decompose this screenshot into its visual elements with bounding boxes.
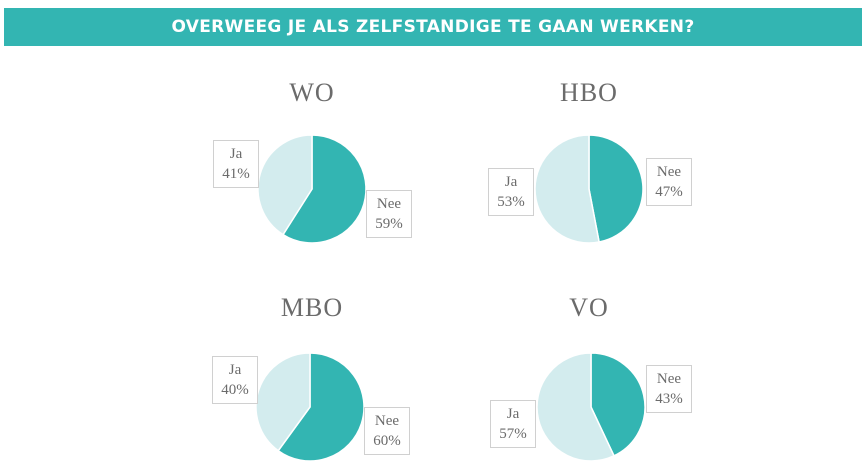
nee-slice [588, 134, 644, 243]
pie [536, 352, 646, 462]
ja-slice [534, 134, 600, 244]
ja-slice [257, 134, 313, 236]
page-title: OVERWEEG JE ALS ZELFSTANDIGE TE GAAN WER… [171, 17, 695, 37]
nee-slice [277, 352, 365, 462]
pie [534, 134, 644, 244]
ja-label: Ja 40% [212, 356, 258, 404]
ja-label: Ja 41% [213, 140, 259, 188]
nee-label: Nee 43% [646, 365, 692, 413]
nee-slice [282, 134, 367, 244]
chart-title: VO [569, 293, 609, 322]
ja-slice [255, 352, 311, 452]
ja-slice [536, 352, 615, 462]
title-banner: OVERWEEG JE ALS ZELFSTANDIGE TE GAAN WER… [4, 8, 862, 46]
nee-label: Nee 47% [646, 158, 692, 206]
chart-title: WO [289, 78, 335, 107]
ja-label: Ja 57% [490, 400, 536, 448]
pie [255, 352, 365, 462]
chart-title: HBO [560, 78, 618, 107]
nee-label: Nee 59% [366, 190, 412, 238]
ja-label: Ja 53% [488, 168, 534, 216]
pie [257, 134, 367, 244]
nee-label: Nee 60% [364, 407, 410, 455]
nee-slice [590, 352, 646, 457]
chart-title: MBO [280, 293, 344, 322]
